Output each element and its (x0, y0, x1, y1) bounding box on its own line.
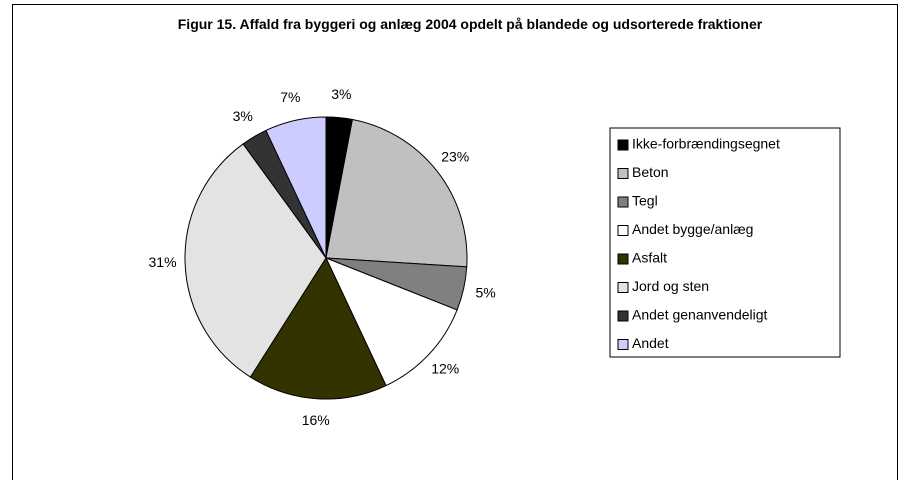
data-label: 5% (476, 284, 496, 300)
legend-swatch (617, 253, 629, 265)
data-label: 3% (331, 86, 351, 102)
chart-title: Figur 15. Affald fra byggeri og anlæg 20… (177, 16, 763, 32)
legend-swatch (617, 282, 629, 293)
legend-label: Andet bygge/anlæg (632, 221, 753, 237)
legend-label: Ikke-forbrændingsegnet (632, 136, 780, 152)
legend-label: Asfalt (632, 250, 667, 266)
legend-label: Andet genanvendeligt (632, 307, 768, 323)
legend-swatch (617, 339, 629, 350)
pie-slice (265, 116, 327, 259)
pie-slice (184, 143, 327, 378)
legend-box (609, 127, 841, 358)
data-label: 16% (302, 412, 330, 428)
chart-frame (12, 4, 898, 480)
data-label: 31% (149, 254, 177, 270)
legend-swatch (617, 225, 629, 236)
legend-label: Beton (632, 164, 669, 180)
data-label: 23% (441, 148, 469, 164)
legend-label: Jord og sten (632, 278, 709, 294)
data-label: 3% (233, 108, 253, 124)
legend-swatch (617, 196, 629, 208)
pie-slice (249, 256, 387, 400)
data-label: 7% (280, 89, 300, 105)
legend-swatch (617, 139, 629, 151)
data-label: 12% (431, 361, 459, 377)
pie-slice (325, 257, 458, 387)
legend-label: Andet (632, 335, 669, 351)
legend-swatch (617, 310, 629, 322)
legend-swatch (617, 168, 629, 179)
pie-slice (325, 118, 468, 268)
legend-label: Tegl (632, 193, 658, 209)
